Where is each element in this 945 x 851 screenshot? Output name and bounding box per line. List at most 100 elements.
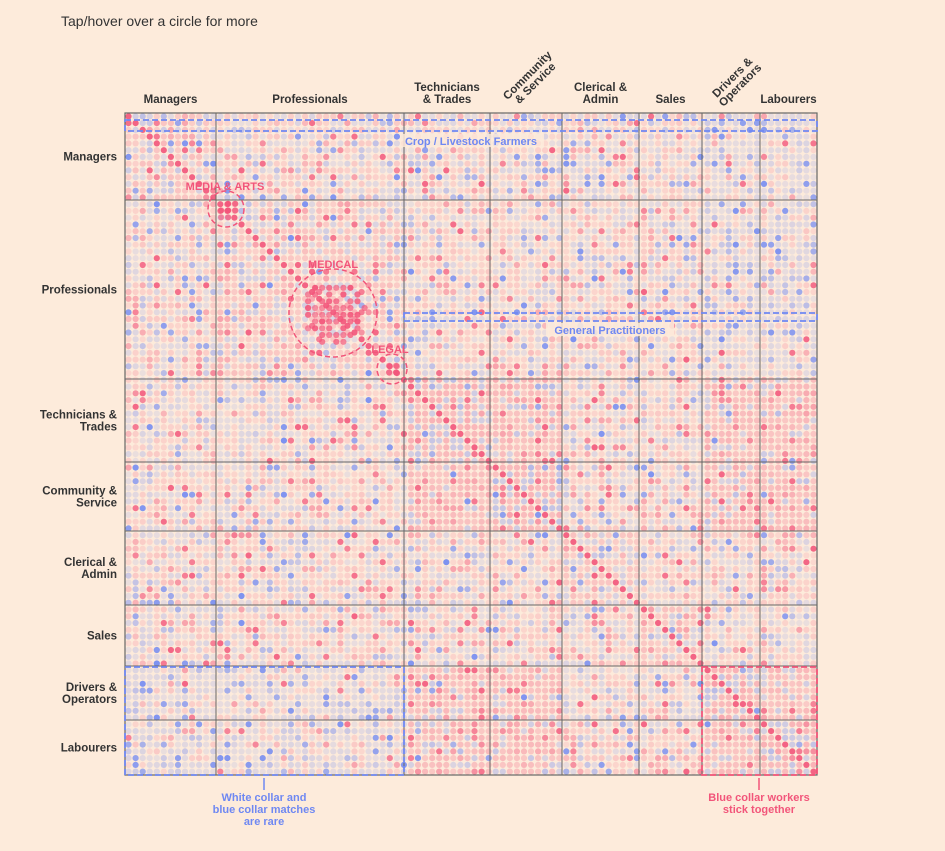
match-dot — [344, 234, 351, 242]
match-dot — [577, 241, 584, 248]
match-dot — [796, 214, 803, 221]
match-dot — [697, 241, 704, 248]
match-dot — [174, 315, 182, 323]
match-dot — [704, 221, 711, 228]
match-dot — [478, 119, 485, 127]
match-dot — [167, 133, 175, 140]
match-dot — [252, 356, 259, 363]
match-dot — [605, 437, 612, 444]
match-dot — [266, 153, 273, 161]
match-dot — [676, 133, 683, 140]
match-dot — [506, 234, 513, 242]
match-dot — [697, 261, 704, 269]
match-dot — [626, 369, 634, 377]
match-dot — [280, 444, 288, 451]
match-dot — [803, 228, 810, 235]
match-dot — [534, 302, 542, 309]
match-dot — [626, 201, 634, 208]
match-dot — [810, 437, 817, 444]
match-dot — [301, 396, 309, 404]
match-dot — [570, 396, 577, 404]
match-dot — [330, 140, 337, 147]
match-dot — [379, 194, 386, 201]
match-dot — [287, 113, 295, 120]
match-dot — [429, 228, 436, 235]
match-dot — [732, 241, 739, 248]
match-dot — [259, 248, 266, 255]
match-dot — [203, 329, 210, 336]
match-dot — [803, 248, 810, 255]
match-dot — [662, 383, 669, 390]
match-dot — [527, 275, 535, 282]
match-dot — [478, 437, 485, 444]
match-dot — [231, 437, 238, 444]
match-dot — [485, 201, 492, 208]
match-dot — [577, 275, 584, 282]
match-dot — [527, 423, 535, 431]
match-dot — [436, 255, 443, 262]
match-dot — [224, 174, 231, 181]
match-dot — [266, 410, 273, 417]
match-dot — [174, 234, 182, 242]
match-dot — [160, 153, 167, 161]
match-dot — [407, 383, 415, 390]
match-dot — [541, 248, 549, 255]
match-dot — [301, 356, 309, 363]
match-dot — [697, 376, 704, 383]
match-dot — [358, 140, 365, 147]
match-dot — [443, 153, 450, 161]
match-dot — [796, 356, 803, 363]
match-dot — [407, 423, 415, 431]
match-dot — [654, 336, 662, 343]
match-dot — [379, 295, 386, 302]
match-dot — [351, 376, 358, 383]
match-dot — [153, 315, 160, 323]
match-dot — [760, 450, 768, 458]
match-dot — [676, 336, 683, 343]
match-dot — [478, 342, 485, 350]
match-dot — [386, 403, 393, 410]
match-dot — [563, 369, 570, 377]
match-dot — [619, 241, 626, 248]
match-dot — [697, 329, 704, 336]
match-dot — [725, 194, 732, 201]
match-dot — [231, 268, 238, 275]
match-dot — [195, 302, 203, 309]
match-dot — [146, 423, 153, 431]
match-dot — [471, 295, 478, 302]
match-dot — [125, 329, 132, 336]
match-dot — [210, 268, 217, 275]
match-dot — [556, 349, 563, 356]
match-dot — [167, 417, 175, 424]
match-dot — [513, 160, 521, 167]
match-dot — [541, 153, 549, 161]
match-dot — [563, 288, 570, 296]
match-dot — [527, 410, 535, 417]
match-dot — [294, 221, 302, 228]
match-dot — [591, 147, 598, 154]
match-dot — [626, 302, 634, 309]
match-dot — [450, 329, 457, 336]
match-dot — [640, 363, 648, 370]
match-dot — [210, 282, 217, 289]
match-dot — [598, 140, 605, 147]
match-dot — [245, 180, 252, 188]
match-dot — [153, 119, 160, 127]
match-dot — [704, 147, 711, 154]
match-dot — [174, 275, 182, 282]
match-dot — [224, 147, 231, 154]
match-dot — [266, 119, 273, 127]
match-dot — [492, 126, 499, 134]
match-dot — [414, 248, 422, 255]
match-dot — [407, 194, 415, 201]
match-dot — [485, 369, 492, 377]
match-dot — [365, 207, 372, 215]
match-dot — [725, 423, 732, 431]
match-dot — [174, 147, 182, 154]
match-dot — [323, 234, 330, 242]
match-dot — [527, 322, 535, 329]
match-dot — [308, 356, 316, 363]
match-dot — [252, 417, 259, 424]
match-dot — [725, 369, 732, 377]
